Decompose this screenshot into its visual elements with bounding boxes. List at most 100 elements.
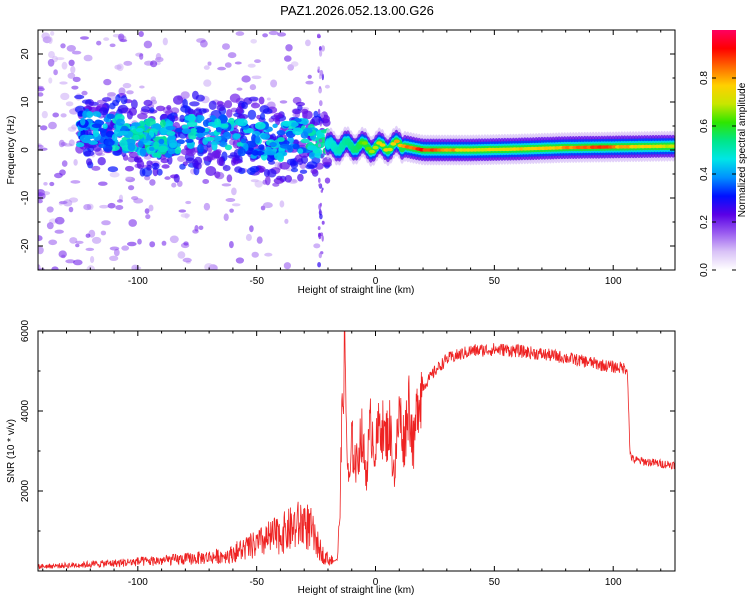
spectrogram-cell [254, 121, 266, 130]
spectrogram-cell [318, 183, 322, 187]
spectrogram-cell [235, 257, 244, 264]
spectrogram-cell [226, 174, 233, 183]
spectrogram-cell [195, 126, 206, 134]
spectrogram-cell [192, 229, 199, 234]
spectrogram-cell [190, 128, 198, 133]
spectrogram-cell [300, 131, 309, 139]
spectrogram-cell [103, 117, 110, 123]
spectrogram-cell [216, 127, 222, 133]
spectrogram-cell [231, 157, 236, 166]
spectrogram-cell [318, 143, 321, 148]
spectrogram-cell [41, 32, 50, 40]
spectrogram-cell [149, 146, 155, 151]
spectrogram-cell [47, 36, 53, 44]
spectrogram-cell [311, 156, 321, 164]
spectrogram-cell [175, 127, 183, 133]
spectrogram-cell [260, 133, 271, 140]
spectrogram-cell [290, 167, 299, 173]
spectrogram-cell [102, 123, 108, 129]
spectrogram-cell [123, 60, 133, 66]
snr-x-axis-label: Height of straight line (km) [298, 585, 415, 596]
spectrogram-cell [272, 123, 278, 128]
spectrogram-cell [254, 59, 261, 63]
spectrogram-cell [134, 157, 143, 163]
spectrogram-cell [52, 112, 59, 118]
spectrogram-cell [127, 241, 137, 247]
spectrogram-cell [292, 143, 300, 150]
spectrogram-cell [256, 236, 263, 244]
spectrogram-cell [146, 164, 152, 171]
spectrogram-cell [38, 144, 44, 148]
spectrogram-cell [125, 176, 132, 180]
snr-panel: -100 -50 0 50 100 2000 4000 6000 Height of stra… [6, 319, 676, 596]
spectrogram-cell [81, 99, 92, 104]
spectrogram-cell [50, 31, 55, 36]
spectrogram-cell [165, 125, 176, 131]
spectrogram-cell [260, 112, 266, 120]
spectrogram-cell [299, 169, 308, 174]
spectrogram-cell [235, 31, 245, 36]
spectrogram-cell [290, 61, 299, 67]
colorbar-tick-label: 0.4 [699, 167, 710, 181]
spectrogram-cell [164, 176, 171, 180]
spectrogram-cell [184, 115, 195, 121]
spectrogram-cell [65, 259, 76, 264]
spectrogram-cell [173, 95, 184, 105]
spectrogram-cell [46, 206, 54, 213]
spectrogram-cell [321, 220, 325, 225]
spectrogram-cell [205, 166, 217, 176]
spectrogram-cell [211, 142, 218, 151]
spectrogram-cell [118, 130, 129, 136]
spectrogram-cell [282, 120, 292, 127]
spectrogram-cell [145, 134, 152, 141]
spectrogram-cell [272, 117, 280, 122]
spectrogram-cell [297, 148, 304, 154]
spectrogram-cell [236, 106, 244, 115]
spectrogram-cell [127, 142, 136, 152]
spectrogram-cell [279, 100, 288, 104]
spectrogram-cell [38, 246, 44, 255]
spectrogram-cell [80, 36, 89, 40]
spectrogram-cell [59, 81, 68, 85]
spectrogram-cell [292, 127, 303, 136]
spectrogram-cell [302, 110, 308, 120]
spectrogram-cell [149, 241, 156, 248]
spectrogram-cell [117, 199, 123, 203]
spectrogram-cell [150, 96, 156, 102]
spectrogram-cell [368, 149, 375, 154]
spectrogram-cell [220, 123, 229, 128]
spectrogram-cell [54, 229, 64, 234]
spectrogram-cell [168, 134, 177, 141]
spectrogram-x-tick-label: -100 [128, 276, 148, 287]
spectrogram-cell [43, 182, 48, 186]
spectrogram-cell [269, 141, 277, 148]
spectrogram-cell [162, 37, 168, 46]
spectrogram-cell [202, 119, 210, 127]
spectrogram-cell [318, 177, 321, 183]
spectrogram-cell [160, 119, 166, 128]
spectrogram-cell [270, 79, 278, 88]
spectrogram-cell [46, 222, 54, 230]
spectrogram-cell [240, 138, 247, 144]
spectrogram-cell [318, 203, 322, 210]
spectrogram-cell [214, 118, 222, 126]
spectrogram-cell [274, 152, 284, 161]
spectrogram-cell [266, 153, 275, 162]
spectrogram-cell [179, 163, 186, 170]
spectrogram-cell [58, 250, 67, 258]
spectrogram-cell [273, 112, 283, 118]
spectrogram-cell [236, 87, 243, 91]
spectrogram-cell [79, 134, 91, 142]
spectrogram-cell [91, 236, 102, 244]
spectrogram-cell [99, 204, 109, 209]
spectrogram-cell [197, 143, 204, 153]
spectrogram-cell [158, 145, 168, 153]
spectrogram-cell [265, 151, 277, 156]
spectrogram-cell [365, 146, 372, 151]
spectrogram-cell [177, 155, 186, 162]
spectrogram-cell [372, 145, 379, 150]
spectrogram-cell [247, 63, 256, 68]
spectrogram-cell [285, 44, 293, 52]
spectrogram-cell [106, 113, 115, 120]
spectrogram-cell [65, 101, 74, 107]
